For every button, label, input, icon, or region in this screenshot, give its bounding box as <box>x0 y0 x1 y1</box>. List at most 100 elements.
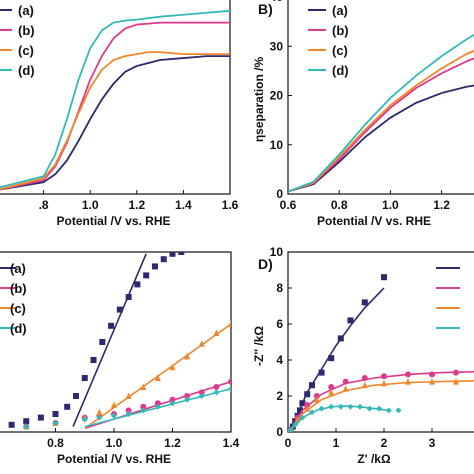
x-tick-label: 0.8 <box>47 436 64 450</box>
legend-label-d: (d) <box>332 63 349 78</box>
legend-label-b: (b) <box>18 23 35 38</box>
data-point-d <box>52 420 59 426</box>
fit-line-d <box>84 388 231 428</box>
data-point-c <box>169 363 176 371</box>
data-point-c <box>154 374 161 381</box>
series-line-d <box>0 9 230 189</box>
x-tick-label: 1.4 <box>223 436 240 450</box>
series-line-b <box>0 21 230 191</box>
y-tick-label: 40 <box>270 0 284 4</box>
y-tick-label: 4 <box>276 353 283 367</box>
x-axis-label: Potential /V vs. RHE <box>56 214 170 228</box>
y-axis-label: -Z'' /kΩ <box>252 326 266 366</box>
data-point-a <box>99 339 106 345</box>
y-axis-label: ηseparation /% <box>252 56 266 142</box>
panel-b: 0.6 0.8 1.0 1.2 0 10 20 30 40 Potential /V vs. RH… <box>252 0 474 228</box>
plot-area <box>8 252 231 430</box>
plot-frame <box>0 0 231 195</box>
data-point-c <box>381 379 387 387</box>
y-tick-label: 10 <box>270 245 284 259</box>
y-tick-label: 0 <box>276 187 283 201</box>
x-axis-label: Potential /V vs. RHE <box>57 452 171 466</box>
data-point-a <box>108 322 115 329</box>
x-tick-label: 2 <box>381 436 388 450</box>
data-point-a <box>134 281 141 288</box>
panel-c: 0.8 1.0 1.2 1.4 Potential /V vs. RHE (a) (b) (c… <box>0 251 240 466</box>
x-tick-label: 3 <box>429 436 436 450</box>
x-tick-label: 1.6 <box>222 198 239 212</box>
x-tick-label: 1.0 <box>82 198 99 212</box>
legend-label-b: (b) <box>332 23 349 38</box>
legend-label-d: (d) <box>10 321 27 336</box>
legend-label-a: (a) <box>18 3 34 18</box>
legend-label-c: (c) <box>332 43 348 58</box>
data-point-a <box>328 355 335 362</box>
legend-label-a: (a) <box>10 261 26 276</box>
data-point-c <box>313 396 320 403</box>
panel-d: 0 1 2 3 0 2 4 6 8 10 Z' /kΩ -Z'' /kΩ D) <box>252 245 474 466</box>
y-tick-label: 8 <box>276 281 283 295</box>
data-point-a <box>347 317 354 324</box>
plot-area <box>288 33 474 193</box>
series-line-a <box>288 84 474 193</box>
data-point-a <box>90 357 97 363</box>
data-point-d <box>81 416 88 423</box>
x-tick-label: 1.0 <box>382 198 399 212</box>
panel-a: .8 1.0 1.2 1.4 1.6 Potential /V vs. RHE (a) (b)… <box>0 0 239 228</box>
data-point-a <box>143 272 150 279</box>
fit-line-b <box>289 371 474 431</box>
x-tick-label: 1.2 <box>128 198 145 212</box>
x-tick-label: 1 <box>333 436 340 450</box>
legend-label-d: (d) <box>18 63 35 78</box>
panel-label: B) <box>258 1 273 17</box>
data-point-a <box>64 403 71 410</box>
y-tick-label: 30 <box>270 39 284 53</box>
data-point-d <box>395 407 402 414</box>
x-axis-label: Z' /kΩ <box>357 452 391 466</box>
x-tick-label: 0.8 <box>331 198 348 212</box>
x-tick-label: 0.6 <box>280 198 297 212</box>
data-point-a <box>178 252 185 255</box>
data-point-a <box>23 418 30 425</box>
data-point-a <box>381 274 387 281</box>
data-point-d <box>111 412 117 419</box>
x-tick-label: 1.2 <box>164 436 181 450</box>
fit-line-d <box>289 405 389 431</box>
data-point-a <box>169 252 176 257</box>
x-tick-label: 1.4 <box>175 198 192 212</box>
series-line-a <box>0 55 230 191</box>
data-point-b <box>140 403 147 410</box>
data-point-a <box>160 256 167 263</box>
data-point-c <box>405 378 411 385</box>
x-tick-label: 1.0 <box>106 436 123 450</box>
plot-area <box>0 9 230 191</box>
data-point-a <box>81 375 88 381</box>
data-point-a <box>318 369 325 376</box>
series-line-c <box>288 50 474 193</box>
series-line-c <box>0 51 230 191</box>
data-point-a <box>8 421 15 428</box>
y-tick-label: 0 <box>276 425 283 439</box>
data-point-a <box>72 393 79 399</box>
data-point-c <box>328 388 335 396</box>
data-point-a <box>361 299 368 306</box>
x-axis-label: Potential /V vs. RHE <box>317 214 431 228</box>
data-point-d <box>23 423 30 430</box>
y-tick-label: 20 <box>270 89 284 103</box>
fit-line-a <box>289 287 385 431</box>
legend-label-c: (c) <box>18 43 34 58</box>
panel-label: D) <box>258 256 273 272</box>
plot-area <box>288 274 474 432</box>
data-point-d <box>96 414 103 421</box>
legend-label-c: (c) <box>10 301 26 316</box>
x-tick-label: 1.2 <box>433 198 450 212</box>
y-tick-label: 6 <box>276 317 283 331</box>
fit-line-c <box>84 323 231 430</box>
y-tick-label: 10 <box>270 138 284 152</box>
fit-line-a <box>72 253 147 427</box>
data-point-c <box>213 329 220 336</box>
fit-line-c <box>289 380 474 431</box>
series-line-d <box>288 33 474 193</box>
data-point-a <box>52 411 59 417</box>
